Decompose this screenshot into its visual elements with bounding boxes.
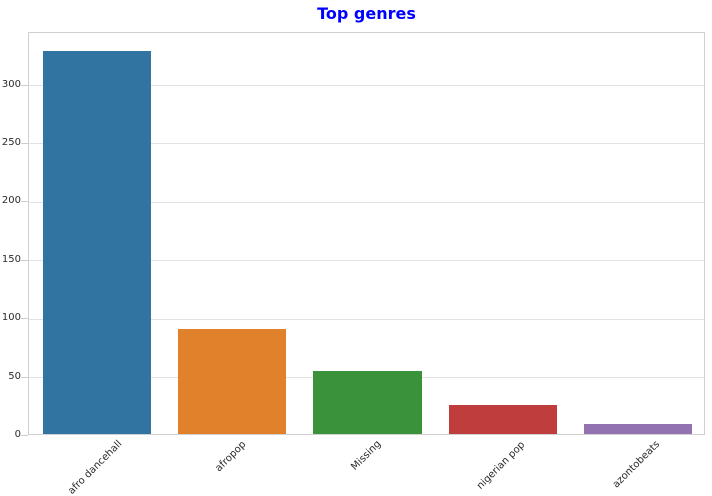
x-tick-label: nigerian pop [475, 439, 528, 492]
bar-azontobeats [584, 423, 693, 434]
y-tick-mark [21, 259, 28, 261]
y-tick-mark [21, 84, 28, 86]
y-tick-label: 200 [1, 195, 21, 207]
gridline [29, 143, 704, 145]
y-tick-mark [21, 376, 28, 378]
x-tick-label: azontobeats [611, 439, 663, 491]
x-tick-label: afropop [213, 438, 249, 474]
gridline [29, 85, 704, 87]
gridline [29, 260, 704, 262]
x-tick-label: Missing [349, 438, 384, 474]
plot-area [28, 32, 705, 435]
bar-nigerian-pop [448, 404, 558, 434]
gridline [29, 201, 704, 203]
y-tick-mark [21, 435, 28, 436]
y-tick-label: 100 [1, 312, 21, 324]
y-tick-mark [21, 318, 28, 320]
y-tick-label: 50 [8, 370, 21, 382]
y-tick-label: 150 [1, 253, 21, 265]
y-tick-mark [21, 142, 28, 144]
y-tick-label: 300 [1, 78, 21, 90]
bar-afropop [177, 328, 287, 434]
x-tick-label: afro dancehall [66, 438, 125, 496]
gridline [29, 318, 704, 320]
y-tick-label: 250 [1, 136, 21, 148]
y-tick-mark [21, 201, 28, 203]
bar-missing [313, 370, 422, 434]
chart-title: Top genres [317, 4, 416, 23]
y-tick-label: 0 [14, 429, 21, 440]
bar-afro-dancehall [42, 50, 151, 434]
